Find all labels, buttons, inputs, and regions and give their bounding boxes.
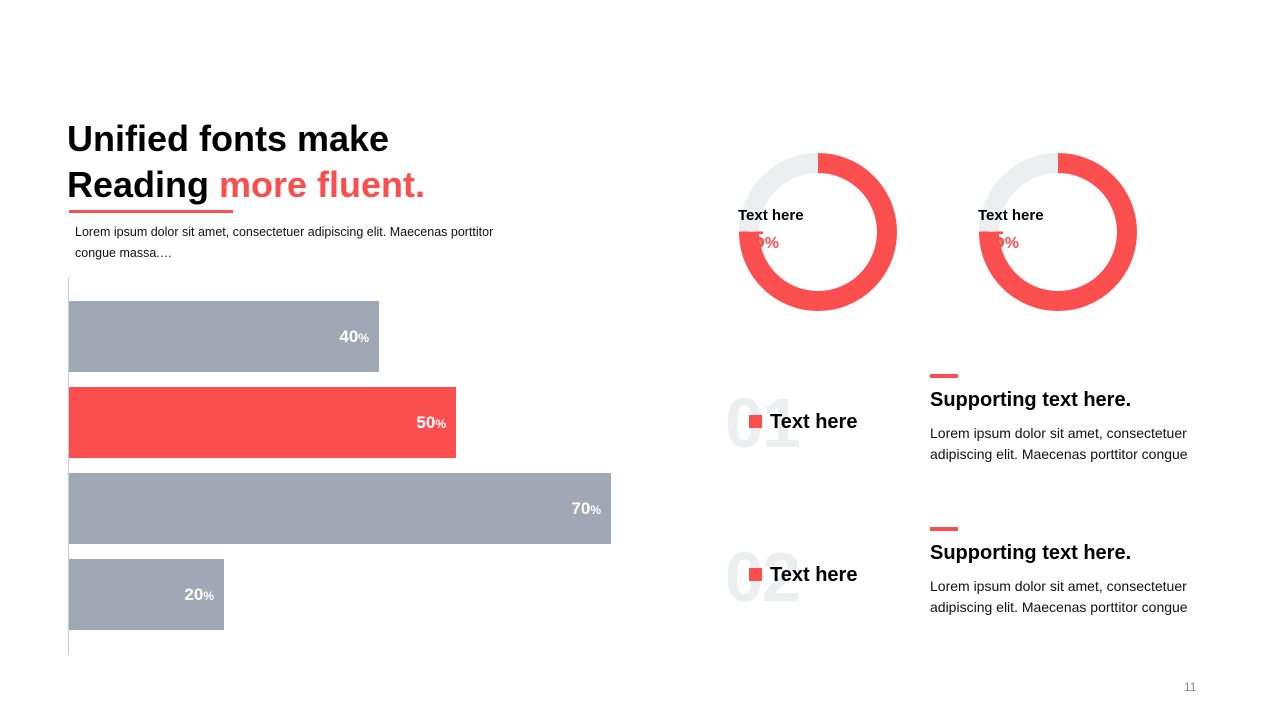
slide-title: Unified fonts make Reading more fluent. bbox=[67, 116, 425, 208]
donut-value: 75% bbox=[978, 227, 1138, 255]
bar-value-suffix: % bbox=[358, 330, 369, 345]
donut-ring-1 bbox=[739, 153, 897, 311]
supporting-text-01: Lorem ipsum dolor sit amet, consectetuer… bbox=[930, 425, 1188, 462]
bar-value-label: 40% bbox=[339, 327, 369, 347]
supporting-title-02: Supporting text here. bbox=[930, 542, 1132, 564]
item-label-01: Text here bbox=[770, 411, 858, 433]
bar-value-suffix: % bbox=[435, 416, 446, 431]
item-number-01: 01 bbox=[725, 384, 801, 462]
title-line-2-plain: Reading bbox=[67, 164, 220, 205]
bar-4: 20% bbox=[69, 559, 224, 630]
supporting-rule-01 bbox=[930, 374, 958, 378]
donut-value-suffix: % bbox=[1004, 235, 1019, 252]
supporting-title-01: Supporting text here. bbox=[930, 389, 1132, 411]
bar-value-label: 20% bbox=[184, 585, 214, 605]
item-label-02: Text here bbox=[770, 564, 858, 586]
supporting-text-02: Lorem ipsum dolor sit amet, consectetuer… bbox=[930, 578, 1188, 615]
intro-text: Lorem ipsum dolor sit amet, consectetuer… bbox=[75, 225, 494, 260]
bar-value-number: 70 bbox=[571, 498, 591, 518]
item-number-02: 02 bbox=[725, 542, 801, 612]
donut-value-number: 75 bbox=[738, 227, 765, 254]
bar-1: 40% bbox=[69, 301, 379, 372]
page-number: 11 bbox=[1184, 680, 1197, 694]
donut-value-number: 75 bbox=[978, 227, 1005, 254]
donut-label: Text here bbox=[978, 207, 1044, 224]
donut-value-suffix: % bbox=[764, 235, 779, 252]
bullet-square bbox=[749, 568, 762, 581]
bar-value-number: 50 bbox=[416, 412, 436, 432]
bar-2: 50% bbox=[69, 387, 456, 458]
bar-value-suffix: % bbox=[590, 502, 601, 517]
bar-chart-axis bbox=[68, 278, 69, 655]
donut-ring-2 bbox=[979, 153, 1137, 311]
donut-arc bbox=[979, 153, 1137, 311]
bar-value-number: 20 bbox=[184, 584, 204, 604]
donut-chart-1: Text here 75% bbox=[738, 152, 898, 312]
bullet-square bbox=[749, 415, 762, 428]
bar-value-label: 50% bbox=[416, 413, 446, 433]
title-underline bbox=[69, 210, 233, 213]
bar-3: 70% bbox=[69, 473, 611, 544]
supporting-rule-02 bbox=[930, 527, 958, 531]
donut-label: Text here bbox=[738, 207, 804, 224]
donut-chart-2: Text here 75% bbox=[978, 152, 1138, 312]
donut-arc bbox=[739, 153, 897, 311]
bar-value-number: 40 bbox=[339, 326, 359, 346]
title-line-2-accent: more fluent. bbox=[219, 164, 426, 205]
bar-value-suffix: % bbox=[203, 588, 214, 603]
title-line-1: Unified fonts make bbox=[67, 118, 390, 159]
donut-value: 75% bbox=[738, 227, 898, 255]
bar-value-label: 70% bbox=[571, 499, 601, 519]
title-line-2: Reading more fluent. bbox=[67, 162, 425, 208]
